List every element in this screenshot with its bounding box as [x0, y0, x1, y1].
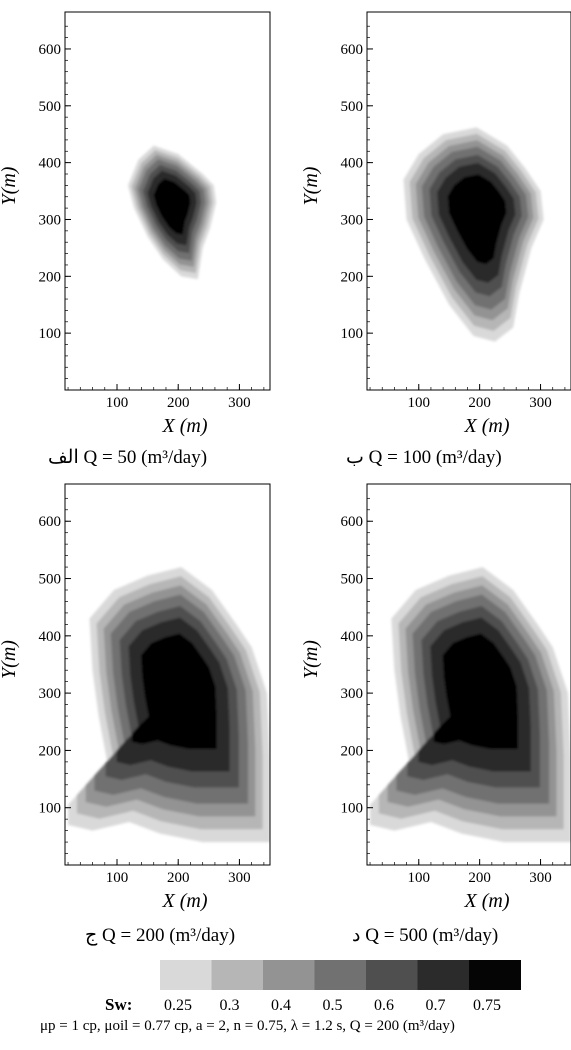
x-axis-label: X (m): [464, 415, 510, 437]
legend-level-label: 0.4: [271, 997, 291, 1014]
x-tick-label: 200: [468, 870, 491, 886]
y-tick-label: 300: [39, 686, 62, 702]
contour-fill-group: [128, 145, 217, 280]
y-tick-label: 600: [39, 42, 62, 58]
y-tick-label: 100: [39, 326, 62, 342]
y-axis-label: Y(m): [300, 640, 322, 679]
contour-level-0.75: [131, 633, 217, 750]
contour-fill-group: [370, 567, 571, 843]
contour-level-0.75: [433, 633, 519, 750]
x-axis-label: X (m): [162, 415, 208, 437]
legend-title: Sw:: [105, 995, 132, 1014]
x-tick-label: 100: [106, 870, 129, 886]
y-axis-label: Y(m): [300, 166, 322, 205]
y-tick-label: 500: [39, 99, 62, 115]
x-axis-label: X (m): [464, 890, 510, 912]
y-tick-label: 400: [341, 629, 364, 645]
legend-swatch-2: [211, 960, 264, 990]
y-tick-label: 200: [341, 743, 364, 759]
caption-panel-d: د Q = 500 (m³/day): [352, 924, 498, 947]
y-tick-label: 400: [39, 156, 62, 172]
x-tick-label: 300: [228, 870, 251, 886]
caption-panel-b: ب Q = 100 (m³/day): [346, 446, 502, 469]
y-tick-label: 500: [39, 572, 62, 588]
legend-level-label: 0.5: [323, 997, 343, 1014]
x-tick-label: 100: [408, 395, 431, 411]
panel-tag-d: د: [352, 925, 361, 946]
panel-tag-c: ج: [85, 925, 98, 946]
y-tick-label: 200: [39, 743, 62, 759]
legend-swatch-4: [314, 960, 367, 990]
y-tick-label: 300: [341, 686, 364, 702]
y-axis-label: Y(m): [0, 166, 20, 205]
contour-panel-1: 100 200 300 400 500 600 100 200 300 X (m) Y(m): [0, 11, 271, 437]
legend-level-label: 0.6: [374, 997, 394, 1014]
y-tick-label: 300: [341, 212, 364, 228]
x-tick-label: 100: [106, 395, 129, 411]
contour-level-0.75: [447, 174, 507, 265]
plot-frame: [366, 483, 571, 866]
y-tick-label: 600: [341, 42, 364, 58]
contour-level-0.75: [153, 178, 191, 235]
y-tick-label: 100: [39, 801, 62, 817]
contour-fill-group: [68, 567, 270, 843]
simulation-parameters: μp = 1 cp, μoil = 0.77 cp, a = 2, n = 0.…: [40, 1018, 455, 1034]
y-tick-label: 300: [39, 212, 62, 228]
legend-level-label: 0.7: [426, 997, 446, 1014]
caption-panel-c: ج Q = 200 (m³/day): [85, 924, 235, 947]
contour-panel-2: 100 200 300 400 500 600 100 200 300 X (m) Y(m): [300, 11, 571, 437]
flow-rate-label-c: Q = 200 (m³/day): [102, 925, 236, 946]
x-tick-label: 100: [408, 870, 431, 886]
y-tick-label: 200: [341, 269, 364, 285]
legend-swatch-3: [263, 960, 315, 990]
flow-rate-label-b: Q = 100 (m³/day): [368, 447, 502, 468]
x-tick-label: 300: [529, 870, 552, 886]
y-axis-label: Y(m): [0, 640, 20, 679]
y-tick-label: 600: [341, 514, 364, 530]
caption-panel-a: الف Q = 50 (m³/day): [48, 446, 207, 469]
legend-level-label: 0.3: [220, 997, 240, 1014]
flow-rate-label-d: Q = 500 (m³/day): [365, 925, 499, 946]
legend-swatch-7: [469, 960, 521, 990]
plot-frame: [64, 11, 271, 391]
x-tick-label: 200: [167, 395, 190, 411]
panel-tag-a: الف: [48, 447, 79, 468]
legend-swatch-6: [417, 960, 470, 990]
flow-rate-label-a: Q = 50 (m³/day): [83, 447, 208, 468]
plot-frame: [366, 11, 571, 391]
y-tick-label: 500: [341, 99, 364, 115]
plot-frame: [64, 483, 271, 866]
contour-panel-3: 100 200 300 400 500 600 100 200 300 X (m) Y(m): [0, 483, 271, 912]
y-tick-label: 500: [341, 572, 364, 588]
panel-tag-b: ب: [346, 447, 364, 468]
legend-level-label: 0.75: [473, 997, 501, 1014]
legend-swatch-5: [366, 960, 418, 990]
y-tick-label: 600: [39, 514, 62, 530]
x-tick-label: 200: [167, 870, 190, 886]
y-tick-label: 100: [341, 801, 364, 817]
x-axis-label: X (m): [162, 890, 208, 912]
y-tick-label: 400: [341, 156, 364, 172]
x-tick-label: 300: [529, 395, 552, 411]
x-tick-label: 300: [228, 395, 251, 411]
y-tick-label: 400: [39, 629, 62, 645]
y-tick-label: 200: [39, 269, 62, 285]
legend-swatch-1: [160, 960, 212, 990]
contour-panel-4: 100 200 300 400 500 600 100 200 300 X (m) Y(m): [300, 483, 571, 912]
legend-level-label: 0.25: [164, 997, 192, 1014]
y-tick-label: 100: [341, 326, 364, 342]
contour-fill-group: [403, 127, 544, 342]
x-tick-label: 200: [468, 395, 491, 411]
legend-colorbar: Sw: 0.25 0.3 0.4 0.5 0.6 0.7 0.75: [105, 960, 521, 1014]
